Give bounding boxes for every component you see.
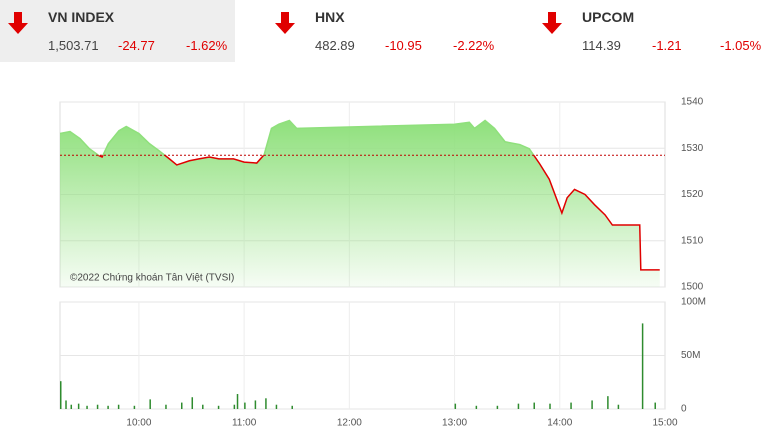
price-line bbox=[59, 119, 535, 156]
volume-bar bbox=[591, 400, 593, 409]
y-tick-label: 1500 bbox=[681, 282, 704, 293]
volume-bar bbox=[607, 396, 609, 409]
y-tick-label: 1540 bbox=[681, 97, 704, 108]
volume-bar bbox=[202, 404, 204, 409]
volume-bar bbox=[654, 402, 656, 409]
volume-bar bbox=[533, 402, 535, 409]
index-name: HNX bbox=[315, 9, 345, 25]
volume-bar bbox=[96, 404, 99, 409]
index-tile[interactable]: VN INDEX 1,503.71 -24.77 -1.62% bbox=[0, 0, 235, 62]
volume-bar bbox=[65, 400, 67, 409]
index-percent: -1.05% bbox=[720, 38, 762, 53]
y-tick-label: 1510 bbox=[681, 235, 704, 246]
down-arrow bbox=[275, 12, 295, 34]
volume-bar bbox=[275, 404, 278, 409]
volume-bar bbox=[549, 403, 551, 409]
volume-bar bbox=[233, 404, 236, 409]
volume-bar bbox=[60, 381, 62, 409]
volume-bar bbox=[149, 399, 151, 409]
x-tick-label: 11:00 bbox=[232, 418, 257, 429]
index-value: 1,503.71 bbox=[48, 38, 99, 53]
volume-bar bbox=[570, 402, 572, 409]
volume-bar bbox=[496, 405, 499, 409]
volume-bar bbox=[265, 398, 267, 409]
volume-bar bbox=[86, 405, 88, 409]
index-tile[interactable]: UPCOM 114.39 -1.21 -1.05% bbox=[534, 0, 764, 62]
volume-bar bbox=[641, 323, 644, 409]
x-tick-label: 12:00 bbox=[337, 418, 362, 429]
index-change: -10.95 bbox=[385, 38, 422, 53]
volume-bar bbox=[77, 403, 80, 409]
volume-bar bbox=[291, 405, 293, 409]
x-tick-label: 14:00 bbox=[547, 418, 572, 429]
volume-bar bbox=[181, 402, 183, 409]
down-arrow bbox=[8, 12, 28, 34]
x-tick-label: 15:00 bbox=[652, 418, 677, 429]
index-name: VN INDEX bbox=[48, 9, 115, 25]
index-tile[interactable]: HNX 482.89 -10.95 -2.22% bbox=[267, 0, 502, 62]
volume-bar bbox=[217, 405, 220, 409]
volume-bar bbox=[133, 405, 136, 409]
volume-bar bbox=[236, 394, 239, 409]
index-change: -1.21 bbox=[652, 38, 682, 53]
volume-bar bbox=[617, 404, 620, 409]
volume-bar bbox=[517, 403, 520, 409]
y-tick-label: 0 bbox=[681, 404, 687, 415]
volume-bar bbox=[244, 402, 246, 409]
down-arrow bbox=[542, 12, 562, 34]
y-tick-label: 50M bbox=[681, 350, 700, 361]
x-tick-label: 13:00 bbox=[442, 418, 467, 429]
index-percent: -1.62% bbox=[186, 38, 228, 53]
y-tick-label: 1520 bbox=[681, 189, 704, 200]
volume-bar bbox=[191, 397, 194, 409]
price-area bbox=[60, 120, 660, 287]
volume-bar bbox=[165, 404, 167, 409]
y-tick-label: 1530 bbox=[681, 143, 704, 154]
volume-bar bbox=[254, 400, 257, 409]
index-percent: -2.22% bbox=[453, 38, 495, 53]
x-tick-label: 10:00 bbox=[126, 418, 151, 429]
index-name: UPCOM bbox=[582, 9, 635, 25]
volume-bar bbox=[70, 404, 73, 409]
price-line bbox=[97, 155, 660, 271]
index-value: 114.39 bbox=[582, 38, 621, 53]
volume-bar bbox=[117, 404, 120, 409]
index-value: 482.89 bbox=[315, 38, 355, 53]
y-tick-label: 100M bbox=[681, 297, 706, 308]
volume-bar bbox=[454, 403, 457, 409]
volume-bar bbox=[475, 405, 478, 409]
watermark: ©2022 Chứng khoán Tân Việt (TVSI) bbox=[70, 273, 234, 284]
volume-bar bbox=[107, 405, 109, 409]
index-change: -24.77 bbox=[118, 38, 155, 53]
